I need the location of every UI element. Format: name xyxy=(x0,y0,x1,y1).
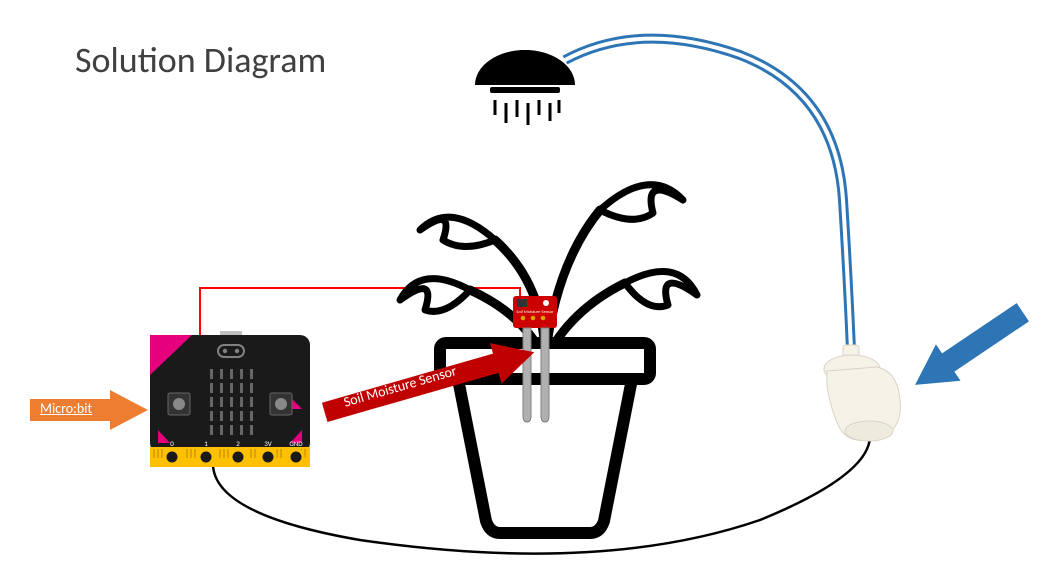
svg-text:0: 0 xyxy=(170,439,174,448)
svg-text:Soil Moisture Sensor: Soil Moisture Sensor xyxy=(516,310,554,315)
water-pump-icon xyxy=(824,345,900,441)
svg-text:GND: GND xyxy=(289,439,303,448)
svg-text:1: 1 xyxy=(204,439,208,448)
water-tube xyxy=(565,39,851,350)
microbit-label: Micro:bit xyxy=(40,400,92,417)
svg-text:2: 2 xyxy=(236,439,240,448)
diagram-canvas: Soil Moisture Sensor xyxy=(0,0,1063,584)
microbit-icon: 0 1 2 3V GND xyxy=(150,331,310,467)
shower-head-icon xyxy=(475,50,575,125)
svg-text:3V: 3V xyxy=(264,439,272,448)
pump-arrow xyxy=(903,294,1035,403)
